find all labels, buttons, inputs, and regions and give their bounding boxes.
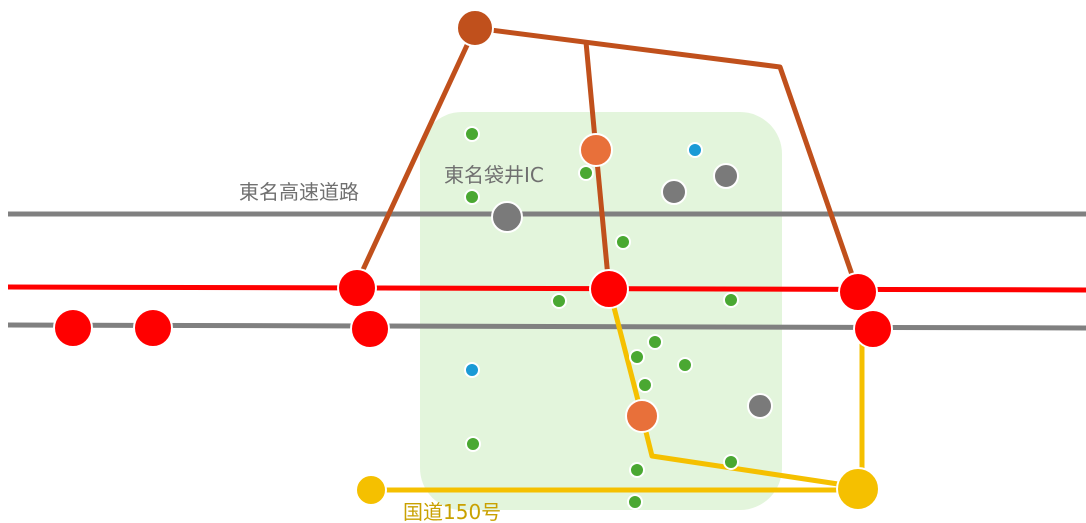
red-rail-line — [7, 284, 1086, 293]
blue-poi-dot-icon — [687, 142, 703, 158]
green-poi-dot-icon — [578, 165, 594, 181]
gray-node-icon — [713, 163, 739, 189]
green-poi-dot-icon — [627, 494, 643, 510]
green-poi-dot-icon — [677, 357, 693, 373]
green-poi-dot-icon — [647, 334, 663, 350]
green-poi-dot-icon — [629, 349, 645, 365]
orange-station-icon — [625, 399, 659, 433]
green-poi-dot-icon — [629, 462, 645, 478]
red-station-icon — [337, 268, 377, 308]
yellow-route-branch — [606, 287, 859, 490]
red-station-icon — [838, 272, 878, 312]
interchange-node-icon — [491, 201, 523, 233]
red-station-icon — [853, 309, 893, 349]
gray-node-icon — [747, 393, 773, 419]
brown-route-outer — [352, 25, 861, 293]
national-route-label: 国道150号 — [403, 500, 501, 523]
gray-node-icon — [661, 179, 687, 205]
green-poi-dot-icon — [615, 234, 631, 250]
green-poi-dot-icon — [723, 292, 739, 308]
blue-poi-dot-icon — [464, 362, 480, 378]
yellow-station-icon — [836, 467, 880, 511]
red-station-icon — [589, 269, 629, 309]
green-poi-dot-icon — [464, 126, 480, 142]
red-station-icon — [53, 308, 93, 348]
expressway-label: 東名高速道路 — [239, 180, 359, 204]
green-poi-dot-icon — [551, 293, 567, 309]
green-poi-dot-icon — [465, 436, 481, 452]
red-station-icon — [350, 309, 390, 349]
green-poi-dot-icon — [637, 377, 653, 393]
brown-station-icon — [456, 9, 494, 47]
green-poi-dot-icon — [464, 189, 480, 205]
orange-station-icon — [579, 133, 613, 167]
interchange-label: 東名袋井IC — [444, 163, 544, 187]
yellow-station-icon — [355, 474, 387, 506]
green-poi-dot-icon — [723, 454, 739, 470]
red-station-icon — [133, 308, 173, 348]
